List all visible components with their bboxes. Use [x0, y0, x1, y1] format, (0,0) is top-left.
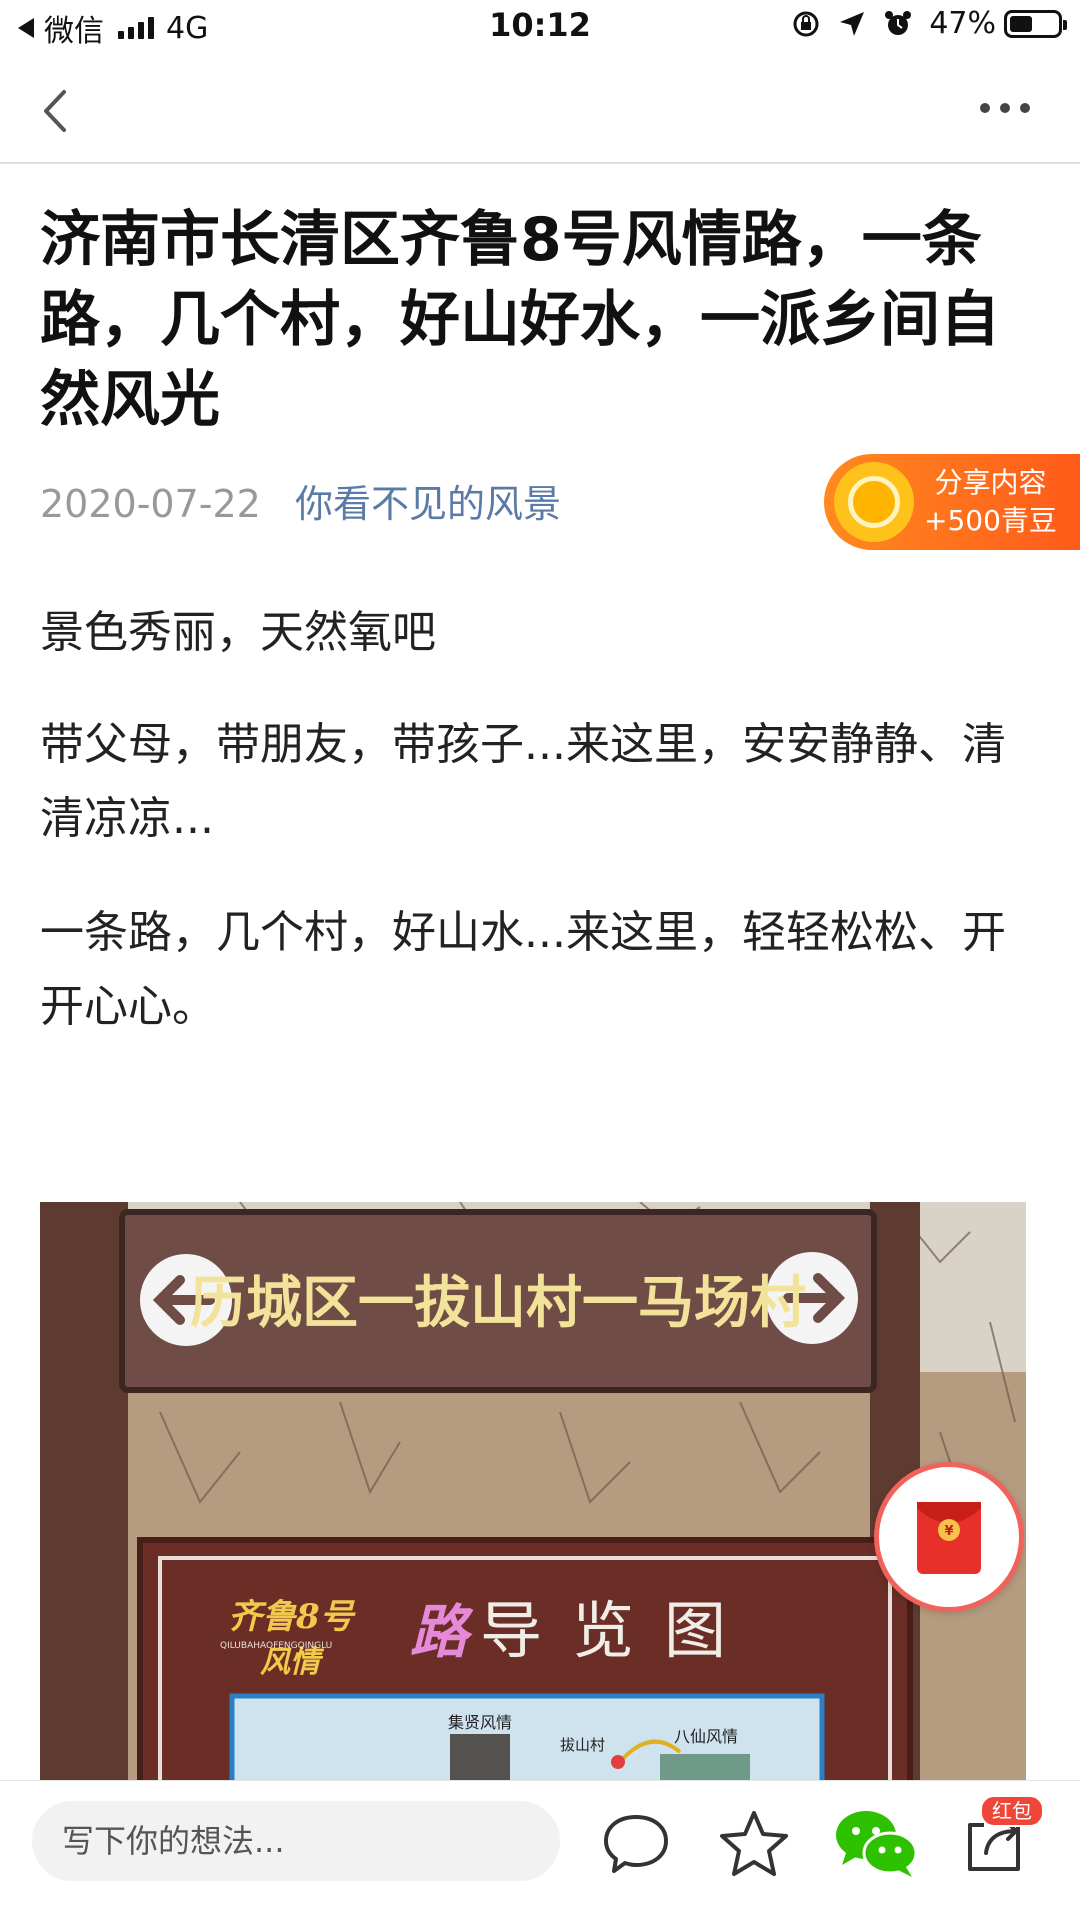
share-reward-line2: +500青豆	[924, 504, 1057, 537]
comment-icon[interactable]	[596, 1803, 676, 1883]
wechat-share-icon[interactable]	[830, 1803, 920, 1883]
status-right: 47%	[791, 6, 1067, 41]
board-main-text: 导览图	[480, 1594, 756, 1667]
article-author[interactable]: 你看不见的风景	[294, 482, 561, 526]
battery-icon	[1004, 9, 1067, 38]
signpost-photo: 历城区一拔山村一马场村 齐鲁8号 风情 路 导览图 QILUBAHAOFENGQ…	[40, 1202, 1026, 1780]
paragraph-1: 景色秀丽，天然氧吧	[40, 607, 436, 658]
signal-icon	[118, 17, 154, 39]
status-left: 微信 4G	[18, 6, 208, 50]
map-label-2: 拔山村	[560, 1736, 605, 1754]
location-icon	[840, 11, 865, 36]
board-pinyin-text: QILUBAHAOFENGQINGLU	[220, 1641, 332, 1651]
map-label-1: 集贤风情	[448, 1713, 512, 1732]
status-app-name[interactable]: 微信	[44, 14, 104, 49]
nav-bar	[0, 56, 1080, 164]
share-reward-badge[interactable]: 分享内容 +500青豆	[824, 454, 1080, 550]
battery-percent: 47%	[929, 6, 996, 41]
rotation-lock-icon	[793, 11, 819, 36]
red-envelope-icon: ¥	[917, 1502, 981, 1574]
more-options-icon[interactable]	[980, 98, 1030, 118]
bottom-action-bar	[0, 1780, 1080, 1920]
paragraph-2: 带父母，带朋友，带孩子...来这里，安安静静、清清凉凉...	[40, 719, 1006, 844]
svg-text:¥: ¥	[944, 1524, 953, 1539]
article-photo[interactable]: 历城区一拔山村一马场村 齐鲁8号 风情 路 导览图 QILUBAHAOFENGQ…	[40, 1202, 1026, 1780]
board-brand-text: 齐鲁8号	[228, 1597, 357, 1637]
board-sub-text: 风情	[260, 1645, 325, 1680]
article-title: 济南市长清区齐鲁8号风情路，一条路，几个村，好山好水，一派乡间自然风光	[40, 205, 1000, 435]
coin-icon	[834, 462, 914, 542]
sign-top-text: 历城区一拔山村一马场村	[190, 1271, 806, 1336]
status-bar: 微信 4G 10:12 47%	[0, 0, 1080, 56]
board-road-text: 路	[410, 1598, 474, 1666]
share-reward-line1: 分享内容	[934, 466, 1047, 499]
red-packet-button[interactable]: ¥	[874, 1462, 1024, 1612]
back-chevron-icon[interactable]	[36, 86, 76, 136]
hongbao-badge: 红包	[980, 1795, 1044, 1827]
share-reward-text: 分享内容 +500青豆	[924, 464, 1057, 540]
map-label-3: 八仙风情	[674, 1727, 738, 1746]
article-meta: 2020-07-22 你看不见的风景	[40, 480, 561, 528]
article-date: 2020-07-22	[40, 482, 261, 526]
back-to-app-icon[interactable]	[18, 18, 34, 38]
status-time: 10:12	[489, 6, 591, 44]
network-label: 4G	[166, 10, 209, 46]
favorite-star-icon[interactable]	[714, 1803, 794, 1883]
paragraph-3: 一条路，几个村，好山水...来这里，轻轻松松、开开心心。	[40, 907, 1006, 1032]
alarm-icon	[885, 10, 912, 35]
comment-input[interactable]	[32, 1801, 560, 1881]
